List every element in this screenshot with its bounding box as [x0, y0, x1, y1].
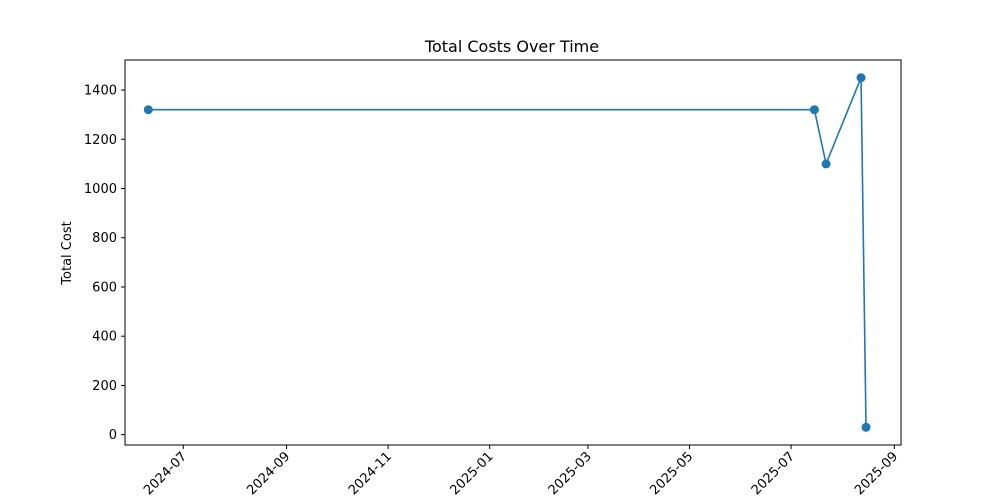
y-tick-label: 0 — [109, 428, 117, 443]
data-point — [809, 105, 819, 115]
data-point — [861, 422, 871, 432]
plot-frame — [124, 59, 902, 446]
y-tick-label: 600 — [92, 280, 117, 295]
chart-title: Total Costs Over Time — [424, 37, 599, 56]
y-axis-label: Total Cost — [60, 221, 75, 285]
data-point — [821, 159, 831, 169]
y-tick-label: 1000 — [84, 182, 117, 197]
y-tick-label: 1400 — [84, 84, 117, 99]
y-tick-label: 400 — [92, 330, 117, 345]
y-tick-label: 800 — [92, 231, 117, 246]
y-tick-label: 1200 — [84, 133, 117, 148]
data-point — [856, 73, 866, 83]
y-tick-label: 200 — [92, 379, 117, 394]
data-point — [143, 105, 153, 115]
